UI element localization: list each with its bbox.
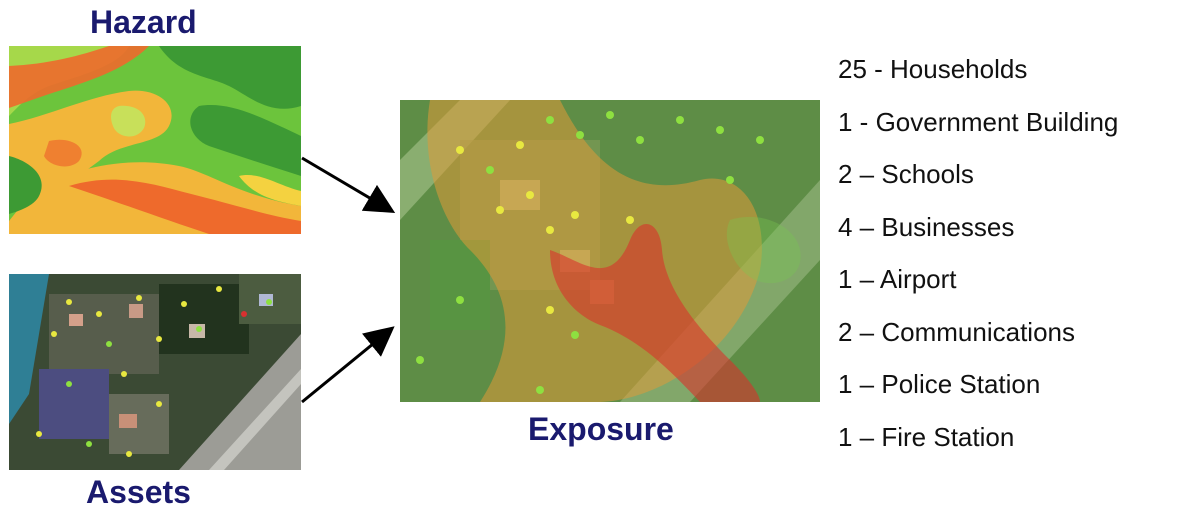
exposure-image-graphic	[400, 100, 820, 402]
hazard-to-exposure-arrow	[301, 156, 396, 214]
exposure-item-businesses: 4 – Businesses	[838, 211, 1015, 242]
assets-image-graphic	[9, 274, 301, 470]
exposure-item-government-building: 1 - Government Building	[838, 106, 1119, 137]
hazard-map	[9, 46, 301, 234]
exposure-title: Exposure	[528, 411, 674, 447]
assets-to-exposure-arrow	[301, 326, 395, 404]
assets-title: Assets	[86, 474, 191, 510]
assets-satellite-image	[9, 274, 301, 470]
hazard-title: Hazard	[90, 4, 197, 40]
exposure-item-households: 25 - Households	[838, 54, 1028, 84]
exposure-satellite-overlay	[400, 100, 820, 402]
exposure-item-fire-station: 1 – Fire Station	[838, 421, 1015, 452]
exposure-item-communications: 2 – Communications	[838, 316, 1075, 347]
exposure-item-police-station: 1 – Police Station	[838, 369, 1041, 399]
exposure-count-list: 25 - Households 1 - Government Building …	[838, 52, 1118, 472]
exposure-item-schools: 2 – Schools	[838, 159, 974, 189]
exposure-item-airport: 1 – Airport	[838, 264, 957, 294]
hazard-map-graphic	[9, 46, 301, 234]
